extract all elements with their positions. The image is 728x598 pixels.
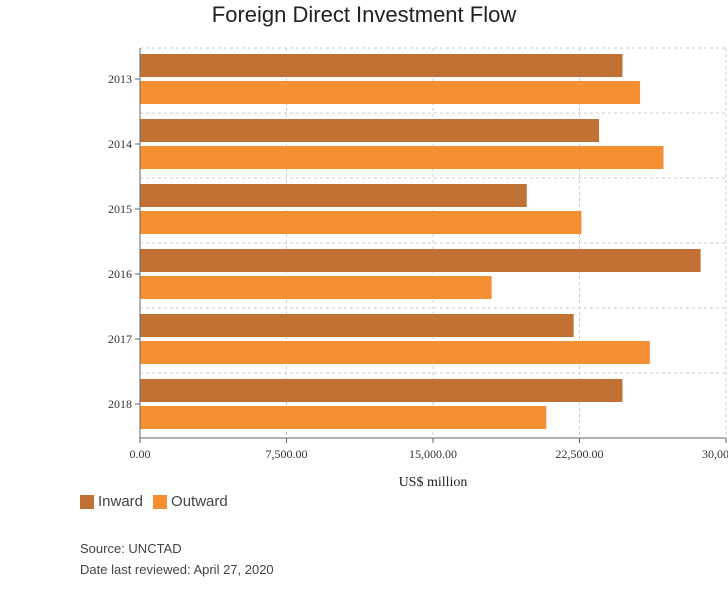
bar-outward-2016 — [140, 276, 492, 299]
y-tick-label: 2014 — [108, 137, 132, 151]
legend-item-inward[interactable]: Inward — [80, 493, 143, 510]
legend-swatch-outward — [153, 494, 168, 509]
x-tick-label: 15,000.00 — [409, 447, 457, 461]
bar-outward-2013 — [140, 81, 641, 104]
bar-inward-2013 — [140, 54, 623, 77]
x-tick-label: 22,500.00 — [556, 447, 604, 461]
x-tick-label: 30,000.00 — [702, 447, 728, 461]
x-tick-label: 7,500.00 — [266, 447, 308, 461]
source-text: Source: UNCTAD — [80, 541, 182, 556]
legend-swatch-inward — [80, 494, 94, 509]
bar-outward-2018 — [140, 406, 547, 429]
y-tick-label: 2018 — [108, 397, 132, 411]
chart-title: Foreign Direct Investment Flow — [211, 2, 517, 27]
review-date: Date last reviewed: April 27, 2020 — [80, 562, 274, 577]
bar-inward-2018 — [140, 379, 623, 402]
bar-outward-2014 — [140, 146, 664, 169]
y-tick-label: 2015 — [108, 202, 132, 216]
bar-inward-2014 — [140, 119, 600, 142]
x-axis-title: US$ million — [399, 475, 468, 490]
y-tick-label: 2013 — [108, 72, 132, 86]
legend-label-outward: Outward — [171, 493, 228, 510]
x-tick-label: 0.00 — [130, 447, 151, 461]
bar-outward-2015 — [140, 211, 582, 234]
y-tick-label: 2016 — [108, 267, 132, 281]
source-note: Source: UNCTAD Date last reviewed: April… — [80, 538, 274, 580]
bar-outward-2017 — [140, 341, 650, 364]
y-tick-label: 2017 — [108, 332, 132, 346]
legend-item-outward[interactable]: Outward — [153, 493, 228, 510]
bar-inward-2016 — [140, 249, 701, 272]
bar-inward-2015 — [140, 184, 527, 207]
bar-inward-2017 — [140, 314, 574, 337]
legend-label-inward: Inward — [98, 493, 144, 510]
legend: Inward Outward — [80, 493, 238, 510]
